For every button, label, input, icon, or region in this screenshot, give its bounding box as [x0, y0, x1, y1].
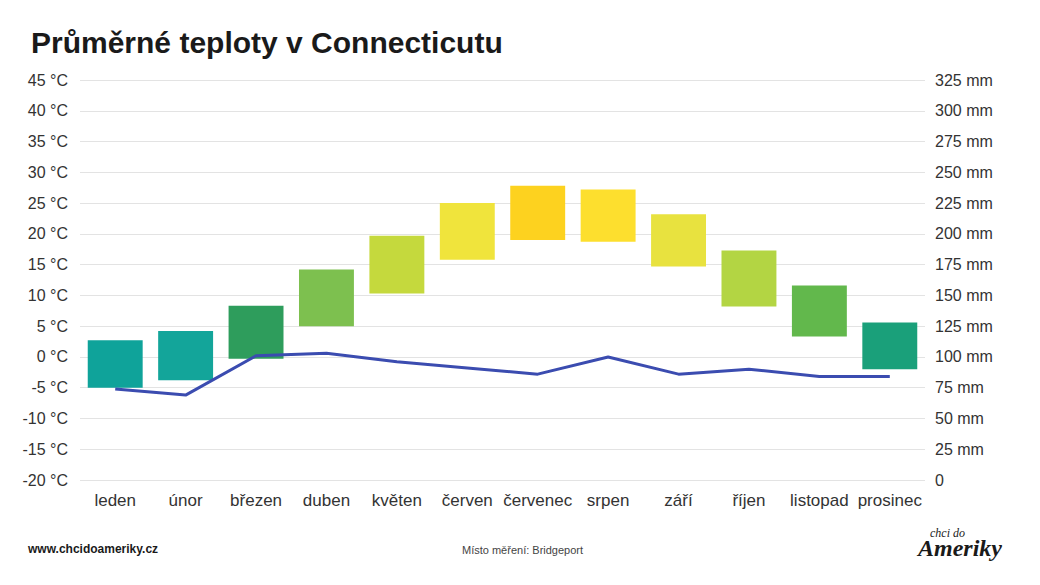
svg-text:leden: leden — [94, 491, 136, 510]
svg-text:100 mm: 100 mm — [935, 348, 993, 365]
svg-text:250 mm: 250 mm — [935, 164, 993, 181]
svg-text:Ameriky: Ameriky — [916, 535, 1002, 561]
svg-text:10 °C: 10 °C — [28, 287, 68, 304]
svg-text:5 °C: 5 °C — [37, 318, 68, 335]
svg-text:-5 °C: -5 °C — [31, 379, 68, 396]
svg-text:0: 0 — [935, 472, 944, 489]
svg-text:325 mm: 325 mm — [935, 72, 993, 89]
svg-text:225 mm: 225 mm — [935, 195, 993, 212]
svg-text:300 mm: 300 mm — [935, 102, 993, 119]
svg-text:30 °C: 30 °C — [28, 164, 68, 181]
svg-text:červen: červen — [442, 491, 493, 510]
svg-text:25 °C: 25 °C — [28, 195, 68, 212]
svg-text:květen: květen — [372, 491, 422, 510]
svg-text:45 °C: 45 °C — [28, 72, 68, 89]
svg-text:175 mm: 175 mm — [935, 256, 993, 273]
svg-text:září: září — [664, 491, 693, 510]
svg-text:40 °C: 40 °C — [28, 102, 68, 119]
svg-text:50 mm: 50 mm — [935, 410, 984, 427]
svg-text:0 °C: 0 °C — [37, 348, 68, 365]
svg-text:150 mm: 150 mm — [935, 287, 993, 304]
svg-text:listopad: listopad — [790, 491, 849, 510]
svg-text:200 mm: 200 mm — [935, 225, 993, 242]
svg-text:Průměrné teploty v Connecticut: Průměrné teploty v Connecticutu — [31, 26, 503, 59]
svg-text:20 °C: 20 °C — [28, 225, 68, 242]
svg-text:www.chcidoameriky.cz: www.chcidoameriky.cz — [27, 542, 158, 556]
svg-text:chci do: chci do — [930, 526, 965, 540]
svg-text:říjen: říjen — [732, 491, 765, 510]
svg-text:25 mm: 25 mm — [935, 441, 984, 458]
svg-text:červenec: červenec — [503, 491, 572, 510]
svg-text:275 mm: 275 mm — [935, 133, 993, 150]
svg-text:srpen: srpen — [587, 491, 630, 510]
svg-text:125 mm: 125 mm — [935, 318, 993, 335]
svg-text:-15 °C: -15 °C — [22, 441, 68, 458]
svg-text:-10 °C: -10 °C — [22, 410, 68, 427]
svg-text:75 mm: 75 mm — [935, 379, 984, 396]
svg-text:-20 °C: -20 °C — [22, 472, 68, 489]
svg-text:Místo měření: Bridgeport: Místo měření: Bridgeport — [462, 544, 583, 556]
svg-text:únor: únor — [169, 491, 203, 510]
svg-text:35 °C: 35 °C — [28, 133, 68, 150]
svg-text:prosinec: prosinec — [858, 491, 923, 510]
svg-text:15 °C: 15 °C — [28, 256, 68, 273]
svg-text:duben: duben — [303, 491, 350, 510]
svg-text:březen: březen — [230, 491, 282, 510]
